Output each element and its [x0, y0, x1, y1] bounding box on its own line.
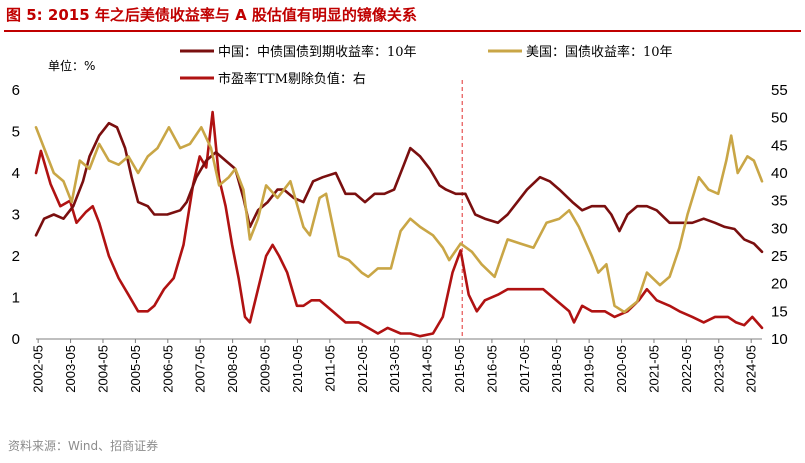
- x-tick-label: 2015-05: [452, 345, 467, 393]
- pe-ttm-line: [34, 110, 764, 338]
- x-tick-label: 2009-05: [258, 345, 273, 393]
- legend-label-pe: 市盈率TTM剔除负值：右: [218, 71, 366, 87]
- y-right-tick-label: 35: [771, 193, 788, 210]
- x-tick-label: 2005-05: [128, 345, 143, 393]
- x-tick-label: 2023-05: [711, 345, 726, 393]
- y-left-tick-label: 6: [12, 82, 20, 99]
- x-tick-label: 2016-05: [484, 345, 499, 393]
- legend-label-china: 中国：中债国债到期收益率：10年: [218, 44, 417, 60]
- x-tick-label: 2003-05: [63, 345, 78, 393]
- x-tick-label: 2022-05: [679, 345, 694, 393]
- x-tick-label: 2004-05: [95, 345, 110, 393]
- x-tick-label: 2017-05: [517, 345, 532, 393]
- y-right-tick-label: 25: [771, 248, 788, 265]
- y-left-tick-label: 0: [12, 331, 20, 348]
- y-right-tick-label: 15: [771, 303, 788, 320]
- x-tick-label: 2010-05: [290, 345, 305, 393]
- x-tick-label: 2021-05: [646, 345, 661, 393]
- x-tick-label: 2006-05: [160, 345, 175, 393]
- x-tick-label: 2014-05: [420, 345, 435, 393]
- y-left-tick-label: 3: [12, 207, 20, 224]
- us-10y-yield-line: [34, 126, 764, 314]
- y-right-tick-label: 10: [771, 331, 788, 348]
- china-10y-yield-line: [34, 121, 764, 254]
- y-left-tick-label: 1: [12, 290, 20, 307]
- unit-label: 单位：%: [48, 58, 95, 73]
- legend-label-us: 美国：国债收益率：10年: [526, 44, 673, 60]
- x-tick-label: 2024-05: [744, 345, 759, 393]
- x-tick-label: 2018-05: [549, 345, 564, 393]
- x-tick-label: 2020-05: [614, 345, 629, 393]
- y-right-tick-label: 50: [771, 110, 788, 127]
- x-tick-label: 2008-05: [225, 345, 240, 393]
- x-tick-label: 2002-05: [31, 345, 46, 393]
- x-tick-label: 2011-05: [322, 345, 337, 392]
- figure-title: 图 5: 2015 年之后美债收益率与 A 股估值有明显的镜像关系: [6, 6, 417, 24]
- y-right-tick-label: 40: [771, 165, 788, 182]
- x-tick-label: 2019-05: [582, 345, 597, 393]
- y-right-tick-label: 30: [771, 220, 788, 237]
- source-note: 资料来源：Wind、招商证券: [8, 439, 159, 453]
- x-tick-label: 2013-05: [387, 345, 402, 393]
- y-left-tick-label: 4: [12, 165, 20, 182]
- y-left-tick-label: 5: [12, 124, 20, 141]
- x-tick-label: 2007-05: [193, 345, 208, 393]
- y-right-tick-label: 20: [771, 276, 788, 293]
- y-right-tick-label: 55: [771, 82, 788, 99]
- x-tick-label: 2012-05: [355, 345, 370, 393]
- title-underline: [4, 30, 801, 32]
- y-left-tick-label: 2: [12, 248, 20, 265]
- y-right-tick-label: 45: [771, 137, 788, 154]
